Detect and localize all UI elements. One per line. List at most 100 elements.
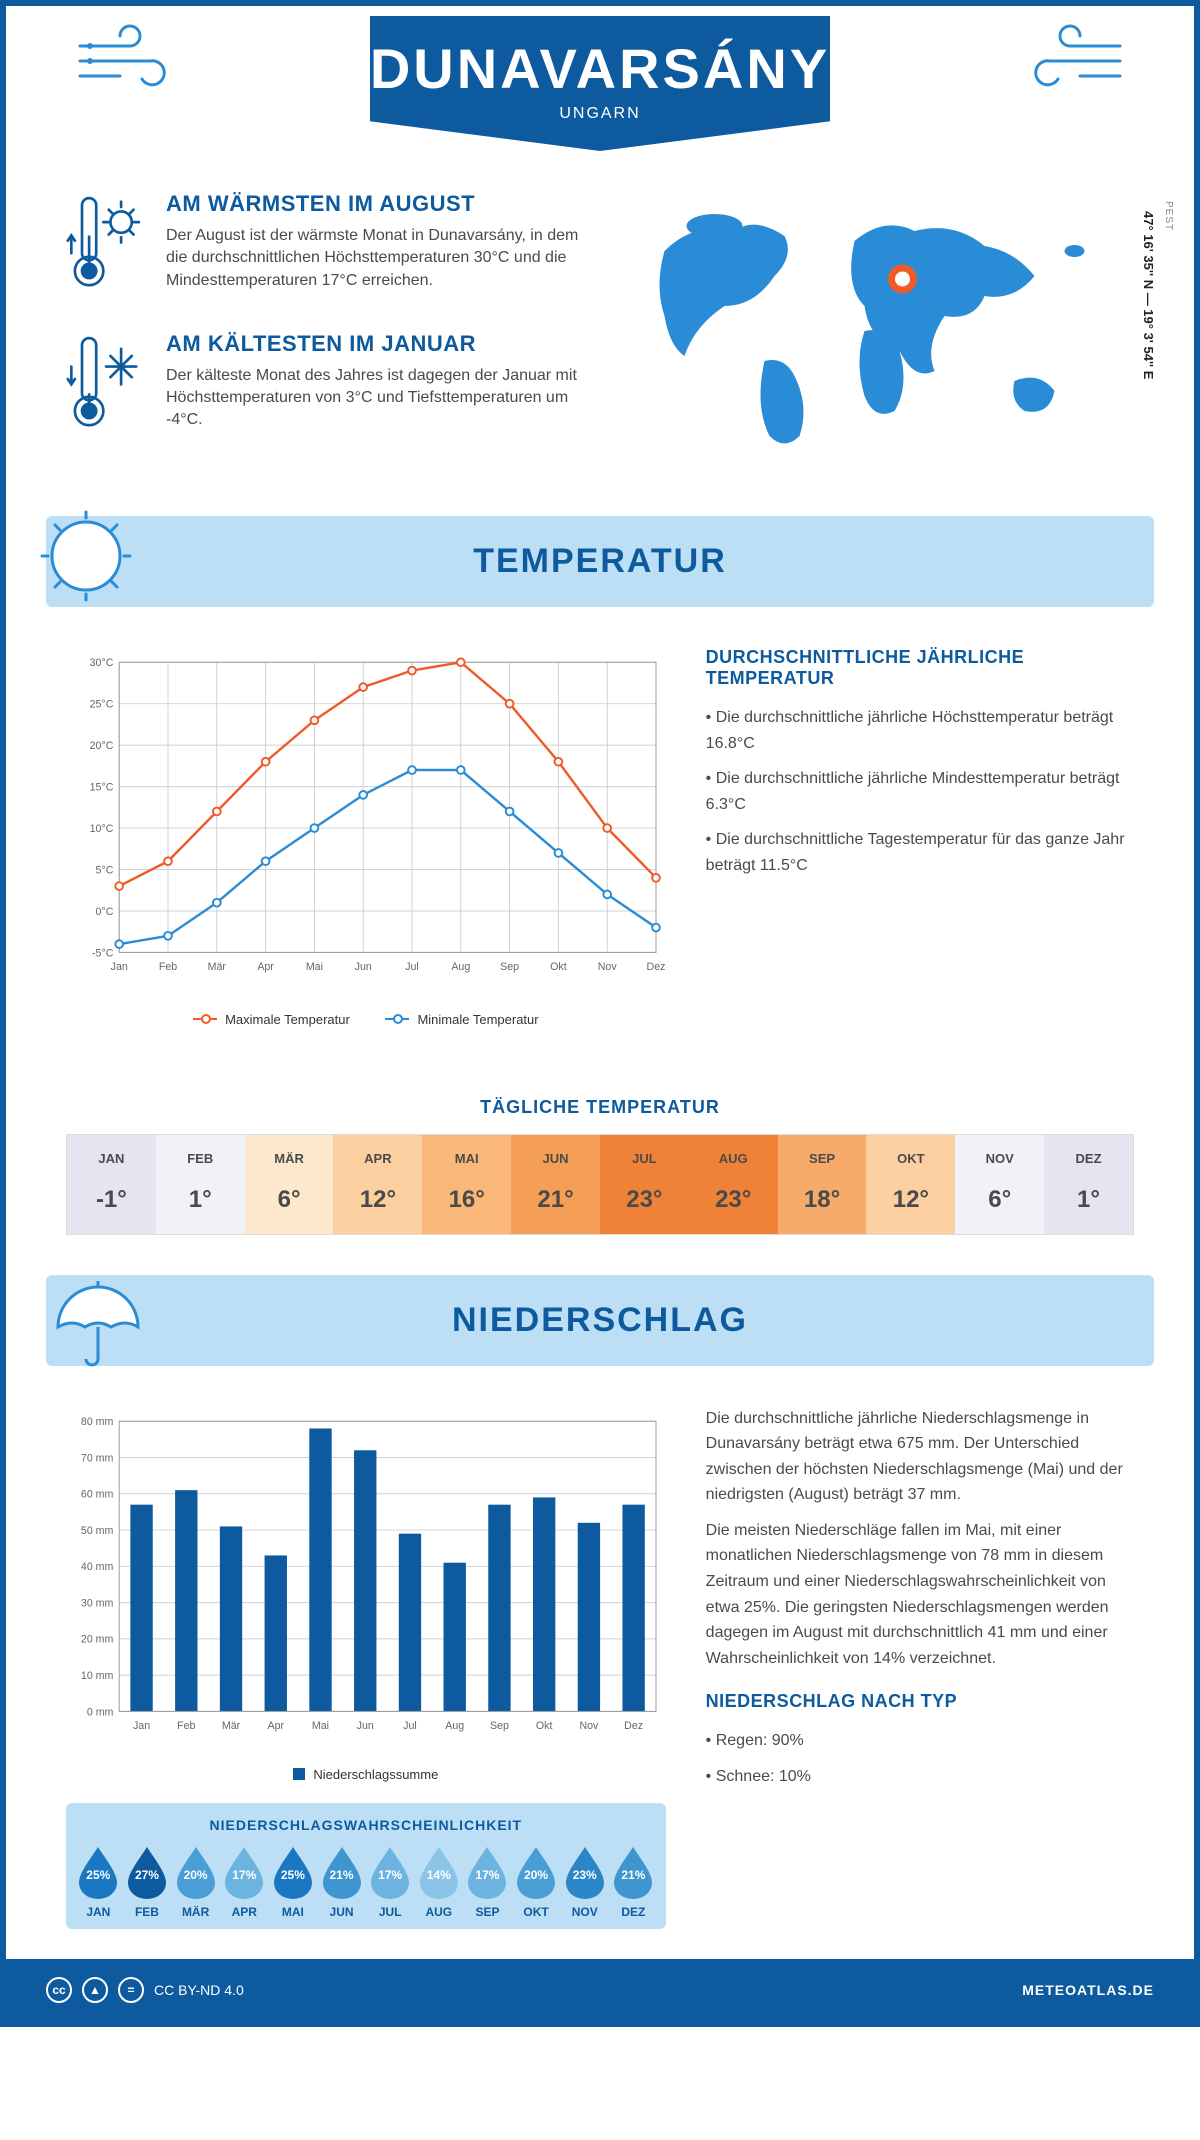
- precip-probability-box: NIEDERSCHLAGSWAHRSCHEINLICHKEIT 25%JAN27…: [66, 1803, 666, 1929]
- sun-icon: [38, 508, 148, 618]
- thermometer-snow-icon: [66, 331, 146, 443]
- daily-temp-cell: AUG23°: [689, 1135, 778, 1234]
- map-column: PEST 47° 16' 35'' N — 19° 3' 54'' E: [615, 191, 1134, 476]
- wind-icon-left: [70, 16, 190, 96]
- precip-drop: 17%JUL: [368, 1845, 413, 1919]
- daily-temp-cell: DEZ1°: [1044, 1135, 1133, 1234]
- precip-drop: 20%OKT: [514, 1845, 559, 1919]
- precip-para-2: Die meisten Niederschläge fallen im Mai,…: [706, 1518, 1134, 1672]
- precip-chart-area: 0 mm10 mm20 mm30 mm40 mm50 mm60 mm70 mm8…: [66, 1406, 666, 1930]
- svg-text:Mai: Mai: [306, 961, 323, 973]
- umbrella-icon: [38, 1267, 148, 1377]
- temp-bullet-2: • Die durchschnittliche Tagestemperatur …: [706, 827, 1134, 878]
- precip-drop: 21%JUN: [319, 1845, 364, 1919]
- svg-text:80 mm: 80 mm: [81, 1416, 114, 1428]
- daily-temp-cell: APR12°: [333, 1135, 422, 1234]
- svg-text:Jan: Jan: [111, 961, 128, 973]
- wind-icon-right: [1010, 16, 1130, 96]
- svg-text:60 mm: 60 mm: [81, 1488, 114, 1500]
- coldest-block: AM KÄLTESTEN IM JANUAR Der kälteste Mona…: [66, 331, 585, 443]
- page: DUNAVARSÁNY UNGARN AM WÄRMSTEN IM AUGUST…: [0, 0, 1200, 2027]
- footer: cc ▲ = CC BY-ND 4.0 METEOATLAS.DE: [6, 1959, 1194, 2021]
- temp-text-heading: DURCHSCHNITTLICHE JÄHRLICHE TEMPERATUR: [706, 647, 1134, 689]
- precip-legend: Niederschlagssumme: [66, 1767, 666, 1784]
- legend-min: Minimale Temperatur: [417, 1012, 538, 1027]
- precip-type-heading: NIEDERSCHLAG NACH TYP: [706, 1691, 1134, 1712]
- precip-content: 0 mm10 mm20 mm30 mm40 mm50 mm60 mm70 mm8…: [6, 1396, 1194, 1960]
- svg-text:15°C: 15°C: [90, 781, 114, 793]
- daily-temp-title: TÄGLICHE TEMPERATUR: [6, 1097, 1194, 1118]
- svg-text:Nov: Nov: [579, 1719, 599, 1731]
- daily-temp-cell: NOV6°: [955, 1135, 1044, 1234]
- coldest-body: Der kälteste Monat des Jahres ist dagege…: [166, 365, 585, 432]
- svg-text:Aug: Aug: [451, 961, 470, 973]
- svg-text:Jun: Jun: [355, 961, 372, 973]
- svg-text:Mai: Mai: [312, 1719, 329, 1731]
- precip-drop: 17%SEP: [465, 1845, 510, 1919]
- svg-text:Jan: Jan: [133, 1719, 150, 1731]
- footer-site: METEOATLAS.DE: [1022, 1982, 1154, 1998]
- world-map-icon: [615, 191, 1134, 471]
- svg-text:50 mm: 50 mm: [81, 1524, 114, 1536]
- daily-temp-cell: JAN-1°: [67, 1135, 156, 1234]
- info-column: AM WÄRMSTEN IM AUGUST Der August ist der…: [66, 191, 585, 476]
- svg-text:30 mm: 30 mm: [81, 1597, 114, 1609]
- svg-text:Dez: Dez: [647, 961, 666, 973]
- precip-drop: 23%NOV: [562, 1845, 607, 1919]
- warmest-heading: AM WÄRMSTEN IM AUGUST: [166, 191, 585, 217]
- svg-text:Sep: Sep: [490, 1719, 509, 1731]
- daily-temp-cell: SEP18°: [778, 1135, 867, 1234]
- svg-text:20 mm: 20 mm: [81, 1633, 114, 1645]
- svg-text:0 mm: 0 mm: [87, 1706, 114, 1718]
- precip-legend-label: Niederschlagssumme: [313, 1767, 438, 1782]
- temp-bullet-1: • Die durchschnittliche jährliche Mindes…: [706, 766, 1134, 817]
- nd-icon: =: [118, 1977, 144, 2003]
- svg-text:Apr: Apr: [257, 961, 274, 973]
- precip-title: NIEDERSCHLAG: [46, 1301, 1154, 1340]
- temperature-content: -5°C0°C5°C10°C15°C20°C25°C30°CJanFebMärA…: [6, 637, 1194, 1057]
- footer-license: cc ▲ = CC BY-ND 4.0: [46, 1977, 244, 2003]
- intro-row: AM WÄRMSTEN IM AUGUST Der August ist der…: [6, 171, 1194, 506]
- daily-temp-cell: MÄR6°: [245, 1135, 334, 1234]
- coordinates: 47° 16' 35'' N — 19° 3' 54'' E: [1141, 211, 1156, 379]
- svg-text:Apr: Apr: [267, 1719, 284, 1731]
- daily-temp-cell: MAI16°: [422, 1135, 511, 1234]
- daily-temp-cell: FEB1°: [156, 1135, 245, 1234]
- temp-bullet-0: • Die durchschnittliche jährliche Höchst…: [706, 705, 1134, 756]
- svg-text:20°C: 20°C: [90, 740, 114, 752]
- svg-text:Nov: Nov: [598, 961, 618, 973]
- svg-text:0°C: 0°C: [96, 906, 114, 918]
- temperature-banner: TEMPERATUR: [46, 516, 1154, 607]
- temperature-title: TEMPERATUR: [46, 542, 1154, 581]
- svg-text:5°C: 5°C: [96, 864, 114, 876]
- svg-text:10°C: 10°C: [90, 823, 114, 835]
- daily-temp-cell: JUL23°: [600, 1135, 689, 1234]
- svg-text:30°C: 30°C: [90, 657, 114, 669]
- license-text: CC BY-ND 4.0: [154, 1982, 244, 1998]
- cc-icon: cc: [46, 1977, 72, 2003]
- page-subtitle: UNGARN: [370, 105, 830, 123]
- warmest-body: Der August ist der wärmste Monat in Duna…: [166, 225, 585, 292]
- legend-max: Maximale Temperatur: [225, 1012, 350, 1027]
- precip-drop: 20%MÄR: [173, 1845, 218, 1919]
- coldest-heading: AM KÄLTESTEN IM JANUAR: [166, 331, 585, 357]
- svg-text:Jun: Jun: [357, 1719, 374, 1731]
- by-icon: ▲: [82, 1977, 108, 2003]
- precip-drop: 21%DEZ: [611, 1845, 656, 1919]
- svg-text:25°C: 25°C: [90, 699, 114, 711]
- temp-chart-area: -5°C0°C5°C10°C15°C20°C25°C30°CJanFebMärA…: [66, 647, 666, 1027]
- svg-text:Feb: Feb: [177, 1719, 195, 1731]
- precip-text-area: Die durchschnittliche jährliche Niedersc…: [706, 1406, 1134, 1930]
- precip-bar-chart: 0 mm10 mm20 mm30 mm40 mm50 mm60 mm70 mm8…: [66, 1406, 666, 1746]
- region-label: PEST: [1163, 201, 1174, 231]
- precip-type-1: • Schnee: 10%: [706, 1764, 1134, 1790]
- precip-prob-title: NIEDERSCHLAGSWAHRSCHEINLICHKEIT: [76, 1817, 656, 1833]
- svg-text:Okt: Okt: [536, 1719, 553, 1731]
- header-row: DUNAVARSÁNY UNGARN: [6, 6, 1194, 171]
- warmest-text: AM WÄRMSTEN IM AUGUST Der August ist der…: [166, 191, 585, 303]
- svg-text:40 mm: 40 mm: [81, 1561, 114, 1573]
- daily-temp-cell: JUN21°: [511, 1135, 600, 1234]
- svg-text:Dez: Dez: [624, 1719, 643, 1731]
- precip-drop: 25%JAN: [76, 1845, 121, 1919]
- precip-type-0: • Regen: 90%: [706, 1728, 1134, 1754]
